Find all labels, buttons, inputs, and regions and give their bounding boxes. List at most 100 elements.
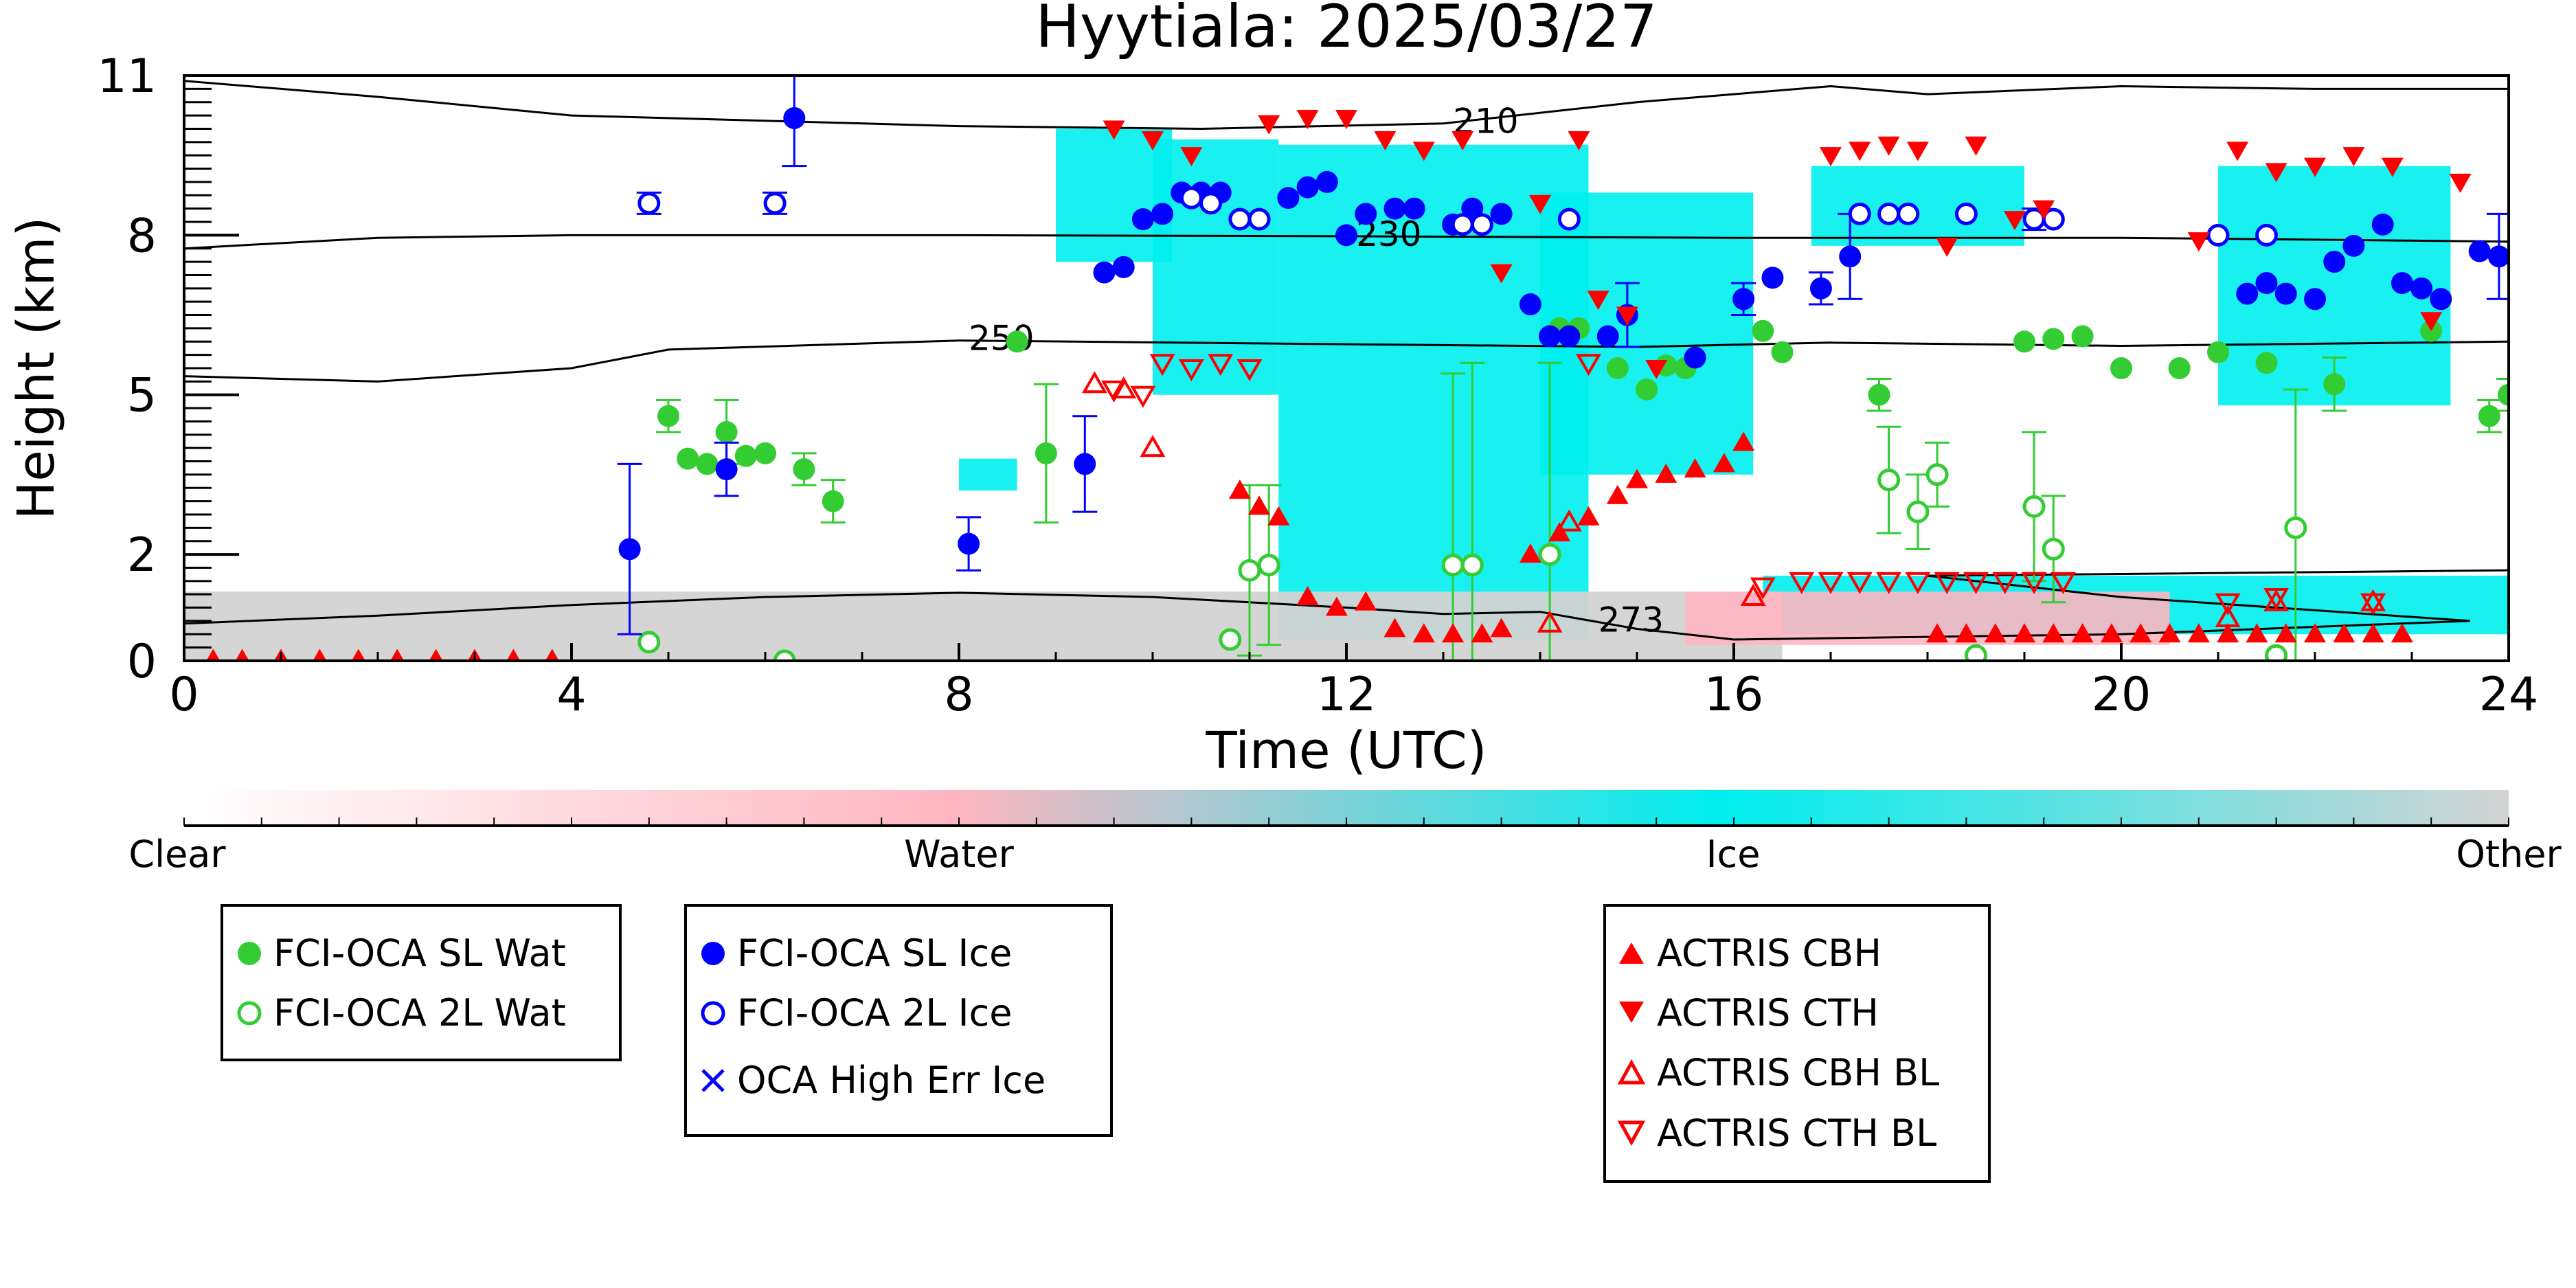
point-actris-cbh-bl-4 <box>1556 509 1582 532</box>
point-actris-cbh-bl-3 <box>1537 610 1563 633</box>
point-actris-cth-bl-13 <box>1934 572 1960 594</box>
y-tick-label-4: 11 <box>97 49 157 104</box>
point-actris-cbh-8 <box>506 648 521 661</box>
point-fci-oca-sl-wat-20 <box>2042 328 2065 350</box>
point-actris-cth-bl-16 <box>2021 572 2047 594</box>
legend-label-sl-wat: FCI-OCA SL Wat <box>273 931 566 975</box>
point-fci-oca-sl-wat-16 <box>1752 319 1774 342</box>
x-tick-label-3: 12 <box>1317 668 1377 722</box>
point-actris-cbh-bl-0 <box>1081 371 1107 394</box>
point-actris-cth-5 <box>1335 109 1357 129</box>
point-actris-cbh-18 <box>1442 623 1465 643</box>
x-tick-label-2: 8 <box>944 668 973 722</box>
point-actris-cbh-21 <box>1519 543 1541 563</box>
point-fci-oca-2l-wat-11 <box>1965 644 1987 661</box>
legend-water-frame <box>221 904 622 1061</box>
point-fci-oca-sl-ice-15 <box>1335 224 1357 247</box>
x-tick-label-6: 24 <box>2479 668 2539 722</box>
point-fci-oca-sl-wat-7 <box>822 490 844 512</box>
legend-marker-cth <box>1619 1002 1644 1023</box>
point-fci-oca-sl-ice-35 <box>2304 288 2326 310</box>
point-fci-oca-2l-wat-3 <box>1238 558 1261 582</box>
point-fci-oca-2l-wat-13 <box>2042 537 2065 561</box>
point-actris-cth-2 <box>1180 147 1203 167</box>
point-actris-cth-7 <box>1412 142 1435 161</box>
point-actris-cbh-17 <box>1412 623 1435 643</box>
point-fci-oca-sl-ice-31 <box>1839 245 1862 268</box>
point-actris-cbh-35 <box>2071 623 2094 643</box>
point-fci-oca-2l-ice-7 <box>1470 213 1493 236</box>
point-fci-oca-sl-wat-12 <box>1606 357 1629 379</box>
series-actris-cth-bl <box>1101 354 2386 615</box>
point-fci-oca-2l-wat-10 <box>1925 463 1949 486</box>
colorbar-label-water: Water <box>904 833 1014 876</box>
point-fci-oca-sl-ice-3 <box>958 532 980 555</box>
contour-250 <box>184 339 2509 383</box>
legend-marker-cth-bl <box>1617 1120 1646 1146</box>
point-fci-oca-2l-wat-15 <box>2284 516 2307 539</box>
point-actris-cth-bl-9 <box>1818 572 1844 594</box>
point-actris-cbh-20 <box>1490 618 1513 637</box>
point-actris-cbh-6 <box>429 648 443 661</box>
point-fci-oca-sl-ice-29 <box>1761 267 1784 289</box>
point-actris-cbh-22 <box>1548 522 1571 542</box>
x-tick-label-1: 4 <box>556 668 586 722</box>
legend-marker-2l-ice <box>701 1001 725 1026</box>
point-actris-cbh-29 <box>1732 431 1755 451</box>
colorbar-ticks <box>183 817 2509 826</box>
point-actris-cbh-43 <box>2304 623 2326 643</box>
point-fci-oca-sl-ice-24 <box>1558 325 1581 348</box>
point-actris-cth-bl-15 <box>1992 572 2018 594</box>
point-fci-oca-2l-ice-10 <box>1877 202 1901 225</box>
point-actris-cth-19 <box>1936 237 1958 257</box>
point-actris-cbh-1 <box>235 648 249 661</box>
y-tick-label-1: 2 <box>127 528 157 583</box>
point-actris-cth-23 <box>2187 232 2210 252</box>
point-fci-oca-2l-wat-6 <box>1460 554 1484 577</box>
point-fci-oca-sl-ice-39 <box>2391 272 2413 295</box>
point-fci-oca-sl-ice-37 <box>2342 234 2365 257</box>
point-actris-cth-bl-20 <box>2360 593 2386 615</box>
point-fci-oca-sl-wat-6 <box>793 458 815 481</box>
point-fci-oca-2l-ice-5 <box>1247 207 1271 231</box>
point-fci-oca-2l-wat-9 <box>1906 500 1930 523</box>
point-actris-cth-30 <box>2449 173 2472 193</box>
legend-label-cbh-bl: ACTRIS CBH BL <box>1657 1051 1939 1094</box>
region-ice-7 <box>959 458 1017 491</box>
point-actris-cbh-39 <box>2187 623 2210 643</box>
point-actris-cth-bl-6 <box>1576 354 1601 376</box>
point-actris-cth-1 <box>1142 131 1164 150</box>
point-fci-oca-sl-wat-25 <box>2255 352 2278 374</box>
point-fci-oca-sl-ice-30 <box>1809 277 1832 300</box>
point-fci-oca-sl-ice-7 <box>1131 208 1154 231</box>
point-actris-cth-bl-0 <box>1101 380 1127 403</box>
point-actris-cth-bl-8 <box>1789 572 1815 594</box>
point-fci-oca-2l-ice-12 <box>1954 202 1978 225</box>
point-fci-oca-sl-wat-29 <box>2498 383 2509 406</box>
point-fci-oca-sl-ice-6 <box>1112 256 1135 278</box>
point-actris-cth-3 <box>1258 115 1280 135</box>
point-actris-cth-9 <box>1490 264 1513 284</box>
series-fci-oca-2l-ice <box>636 186 2278 247</box>
point-actris-cth-28 <box>2381 157 2404 177</box>
legend-ice: FCI-OCA SL Ice FCI-OCA 2L Ice OCA High E… <box>684 904 1113 1137</box>
point-actris-cbh-3 <box>313 648 327 661</box>
chart-title: Hyytiala: 2025/03/27 <box>1035 0 1657 61</box>
point-fci-oca-sl-wat-3 <box>715 420 738 443</box>
point-fci-oca-sl-ice-0 <box>618 538 641 561</box>
x-tick-label-5: 20 <box>2092 668 2151 722</box>
errorbar-fci-oca-sl-wat-29 <box>2496 377 2509 412</box>
point-fci-oca-sl-wat-24 <box>2207 341 2229 363</box>
point-fci-oca-sl-ice-27 <box>1684 346 1706 369</box>
point-actris-cbh-40 <box>2217 623 2239 643</box>
point-actris-cbh-26 <box>1655 463 1677 483</box>
point-actris-cbh-41 <box>2246 623 2268 643</box>
point-actris-cbh-25 <box>1626 468 1648 488</box>
point-fci-oca-sl-wat-13 <box>1636 378 1658 400</box>
point-actris-cth-16 <box>1849 142 1871 161</box>
point-fci-oca-sl-wat-1 <box>677 447 699 470</box>
point-fci-oca-sl-ice-18 <box>1403 197 1425 220</box>
point-fci-oca-2l-ice-16 <box>2255 223 2278 247</box>
